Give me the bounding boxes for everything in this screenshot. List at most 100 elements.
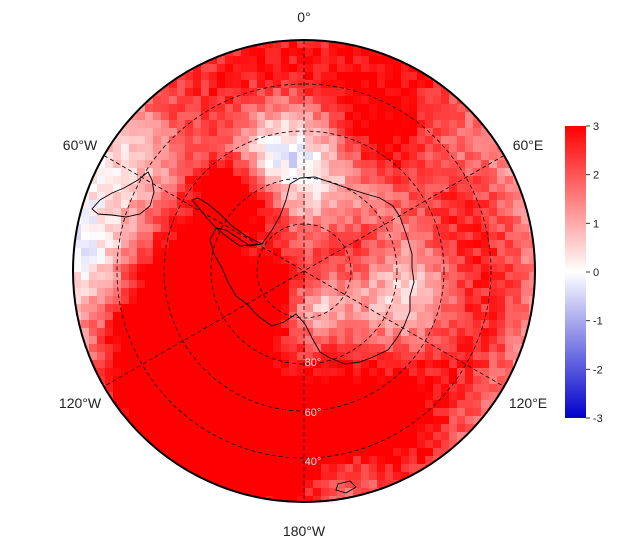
anomaly-cell (337, 176, 346, 185)
anomaly-cell (97, 344, 106, 353)
anomaly-cell (289, 64, 298, 73)
anomaly-cell (473, 376, 482, 385)
anomaly-cell (145, 392, 154, 401)
anomaly-cell (137, 144, 146, 153)
anomaly-cell (217, 264, 226, 273)
anomaly-cell (137, 160, 146, 169)
anomaly-cell (113, 248, 122, 257)
anomaly-cell (441, 88, 450, 97)
anomaly-cell (217, 360, 226, 369)
anomaly-cell (297, 288, 306, 297)
anomaly-cell (217, 424, 226, 433)
anomaly-cell (513, 288, 522, 297)
anomaly-cell (121, 168, 130, 177)
anomaly-cell (497, 336, 506, 345)
anomaly-cell (457, 256, 466, 265)
anomaly-cell (385, 384, 394, 393)
anomaly-cell (313, 160, 322, 169)
anomaly-cell (113, 192, 122, 201)
anomaly-cell (273, 432, 282, 441)
anomaly-cell (289, 120, 298, 129)
anomaly-cell (417, 80, 426, 89)
anomaly-cell (465, 208, 474, 217)
anomaly-cell (417, 360, 426, 369)
anomaly-cell (185, 320, 194, 329)
anomaly-cell (217, 256, 226, 265)
anomaly-cell (385, 248, 394, 257)
anomaly-cell (513, 240, 522, 249)
anomaly-cell (265, 376, 274, 385)
anomaly-cell (97, 328, 106, 337)
anomaly-cell (257, 360, 266, 369)
anomaly-cell (489, 192, 498, 201)
anomaly-cell (329, 160, 338, 169)
anomaly-cell (241, 408, 250, 417)
anomaly-cell (185, 160, 194, 169)
anomaly-cell (281, 232, 290, 241)
anomaly-cell (153, 160, 162, 169)
anomaly-cell (417, 464, 426, 473)
anomaly-cell (169, 80, 178, 89)
anomaly-cell (465, 280, 474, 289)
anomaly-cell (169, 112, 178, 121)
anomaly-cell (377, 416, 386, 425)
anomaly-cell (201, 200, 210, 209)
anomaly-cell (481, 336, 490, 345)
anomaly-cell (369, 216, 378, 225)
anomaly-cell (385, 152, 394, 161)
anomaly-cell (481, 192, 490, 201)
anomaly-cell (473, 288, 482, 297)
anomaly-cell (353, 200, 362, 209)
anomaly-cell (265, 336, 274, 345)
anomaly-cell (433, 176, 442, 185)
anomaly-cell (89, 320, 98, 329)
anomaly-cell (441, 280, 450, 289)
anomaly-cell (297, 440, 306, 449)
anomaly-cell (265, 440, 274, 449)
anomaly-cell (273, 240, 282, 249)
anomaly-cell (185, 232, 194, 241)
anomaly-cell (345, 200, 354, 209)
anomaly-cell (433, 344, 442, 353)
anomaly-cell (457, 160, 466, 169)
anomaly-cell (369, 104, 378, 113)
anomaly-cell (481, 168, 490, 177)
anomaly-cell (73, 200, 82, 209)
anomaly-cell (345, 192, 354, 201)
anomaly-cell (153, 192, 162, 201)
colorbar-tick-label: 3 (593, 121, 599, 133)
anomaly-cell (401, 248, 410, 257)
anomaly-cell (353, 64, 362, 73)
anomaly-cell (113, 120, 122, 129)
anomaly-cell (161, 384, 170, 393)
anomaly-cell (353, 96, 362, 105)
anomaly-cell (441, 168, 450, 177)
anomaly-cell (289, 416, 298, 425)
anomaly-cell (233, 232, 242, 241)
anomaly-cell (473, 264, 482, 273)
anomaly-cell (377, 384, 386, 393)
anomaly-cell (121, 176, 130, 185)
anomaly-cell (153, 288, 162, 297)
anomaly-cell (505, 192, 514, 201)
anomaly-cell (161, 104, 170, 113)
anomaly-cell (241, 272, 250, 281)
anomaly-cell (305, 464, 314, 473)
anomaly-cell (481, 112, 490, 121)
anomaly-cell (145, 432, 154, 441)
anomaly-cell (305, 488, 314, 497)
anomaly-cell (401, 96, 410, 105)
anomaly-cell (273, 144, 282, 153)
anomaly-cell (185, 400, 194, 409)
anomaly-cell (353, 208, 362, 217)
anomaly-cell (449, 376, 458, 385)
anomaly-cell (257, 152, 266, 161)
anomaly-cell (145, 152, 154, 161)
anomaly-cell (273, 136, 282, 145)
anomaly-cell (185, 464, 194, 473)
anomaly-cell (409, 128, 418, 137)
anomaly-cell (449, 432, 458, 441)
anomaly-cell (353, 216, 362, 225)
anomaly-cell (417, 376, 426, 385)
anomaly-cell (465, 400, 474, 409)
